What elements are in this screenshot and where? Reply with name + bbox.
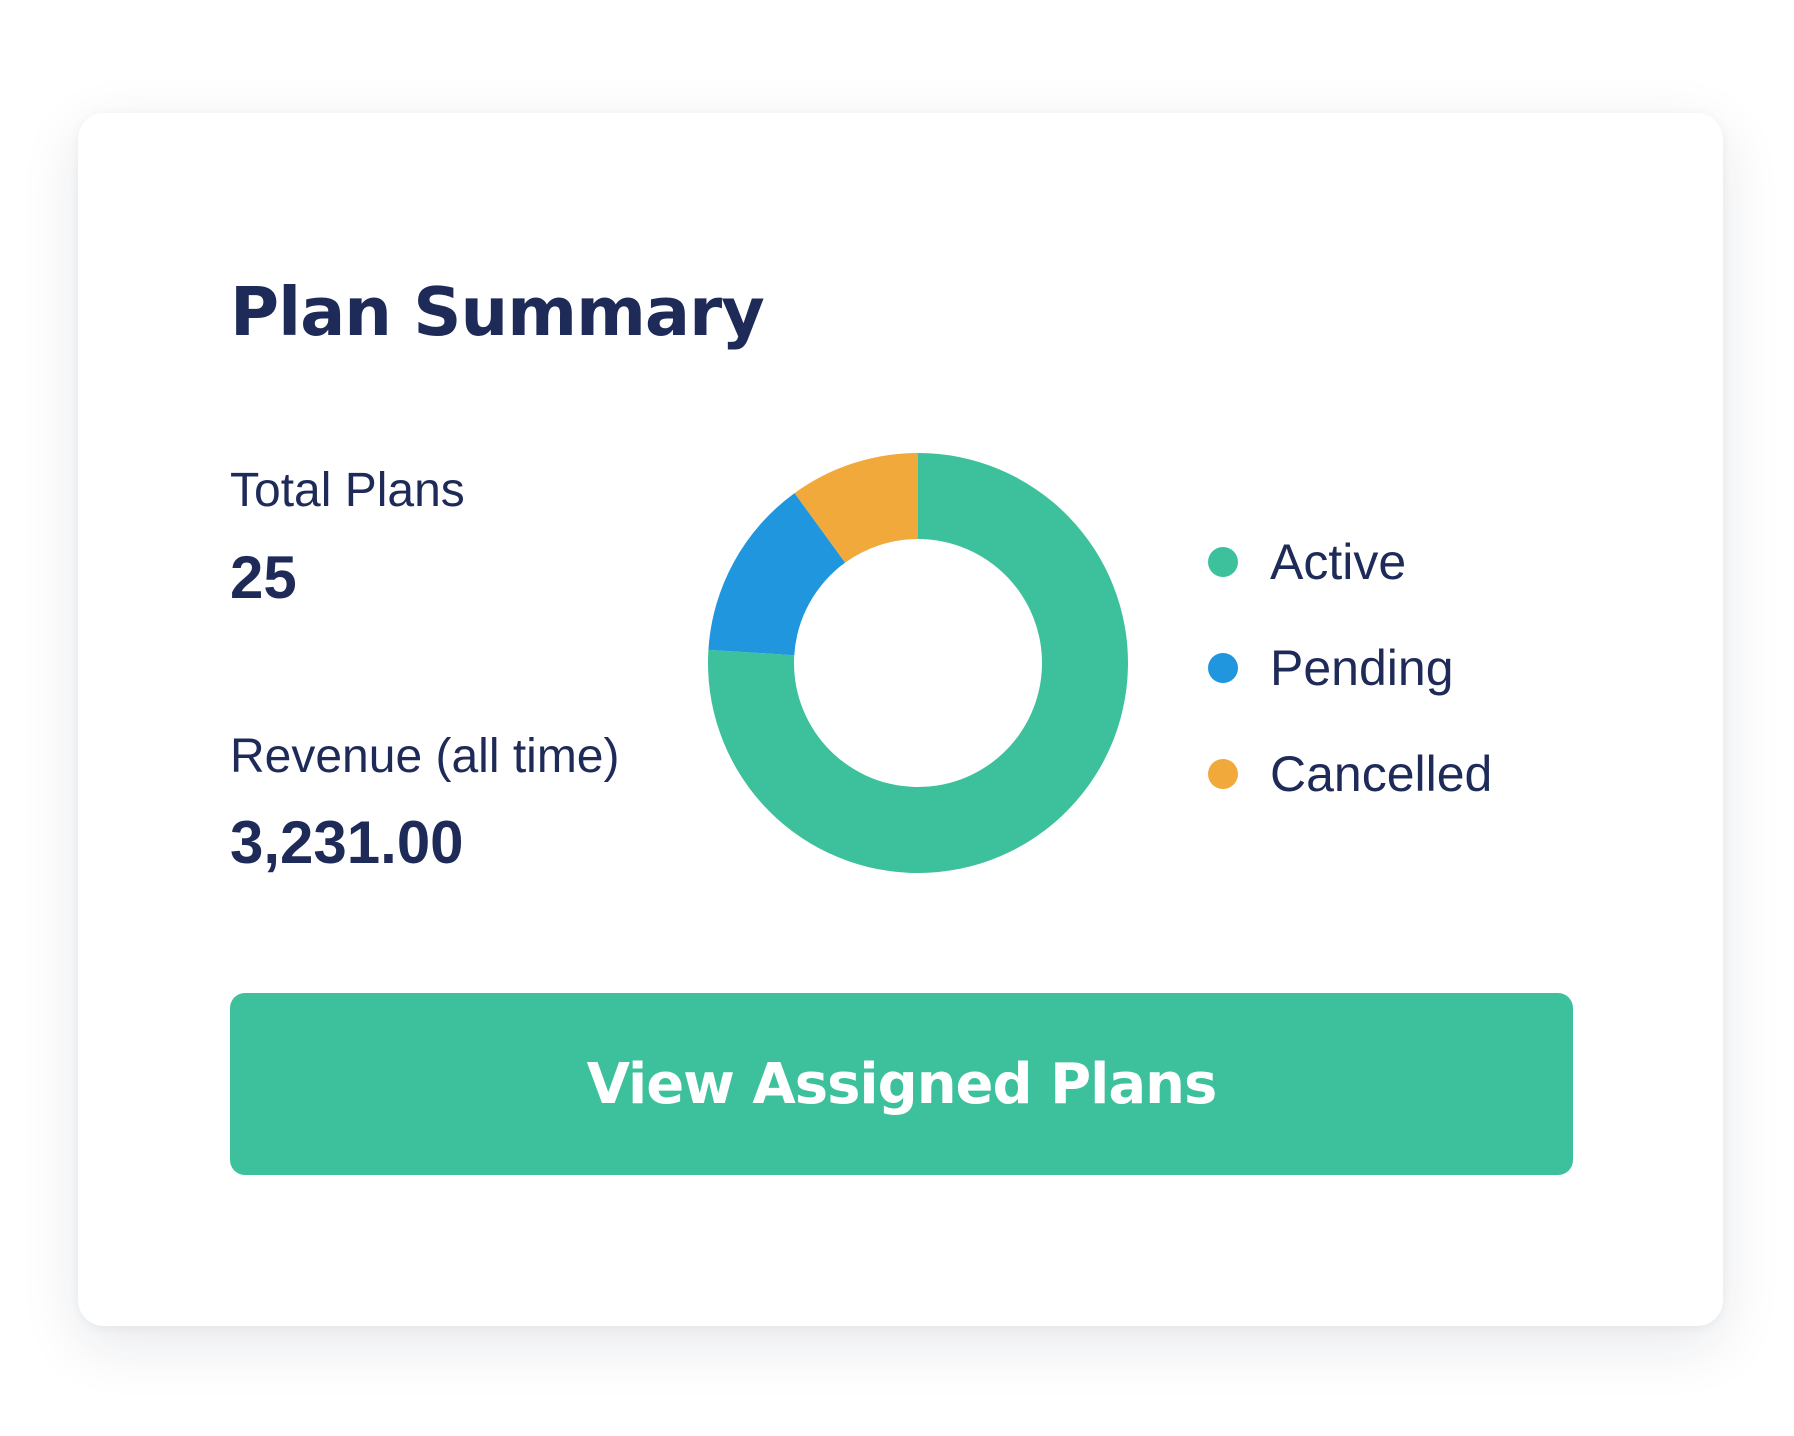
revenue-label: Revenue (all time) [230, 730, 620, 783]
active-dot-icon [1208, 547, 1238, 577]
view-assigned-plans-label: View Assigned Plans [586, 1051, 1218, 1117]
legend-label-pending: Pending [1270, 640, 1454, 696]
revenue-value: 3,231.00 [230, 809, 464, 876]
donut-slice-pending [708, 493, 846, 656]
cancelled-dot-icon [1208, 759, 1238, 789]
legend-label-cancelled: Cancelled [1270, 746, 1493, 802]
total-plans-value: 25 [230, 544, 297, 611]
legend-item-pending: Pending [1208, 615, 1492, 721]
view-assigned-plans-button[interactable]: View Assigned Plans [230, 993, 1573, 1175]
plan-summary-card: Plan Summary Total Plans 25 Revenue (all… [78, 113, 1723, 1326]
legend-item-cancelled: Cancelled [1208, 721, 1492, 827]
card-title: Plan Summary [230, 273, 765, 351]
plan-status-donut-chart [708, 453, 1128, 873]
legend-item-active: Active [1208, 509, 1492, 615]
donut-slice-cancelled [794, 453, 918, 563]
chart-legend: Active Pending Cancelled [1208, 509, 1492, 827]
total-plans-label: Total Plans [230, 464, 465, 517]
pending-dot-icon [1208, 653, 1238, 683]
donut-slice-active [708, 453, 1128, 873]
legend-label-active: Active [1270, 534, 1407, 590]
